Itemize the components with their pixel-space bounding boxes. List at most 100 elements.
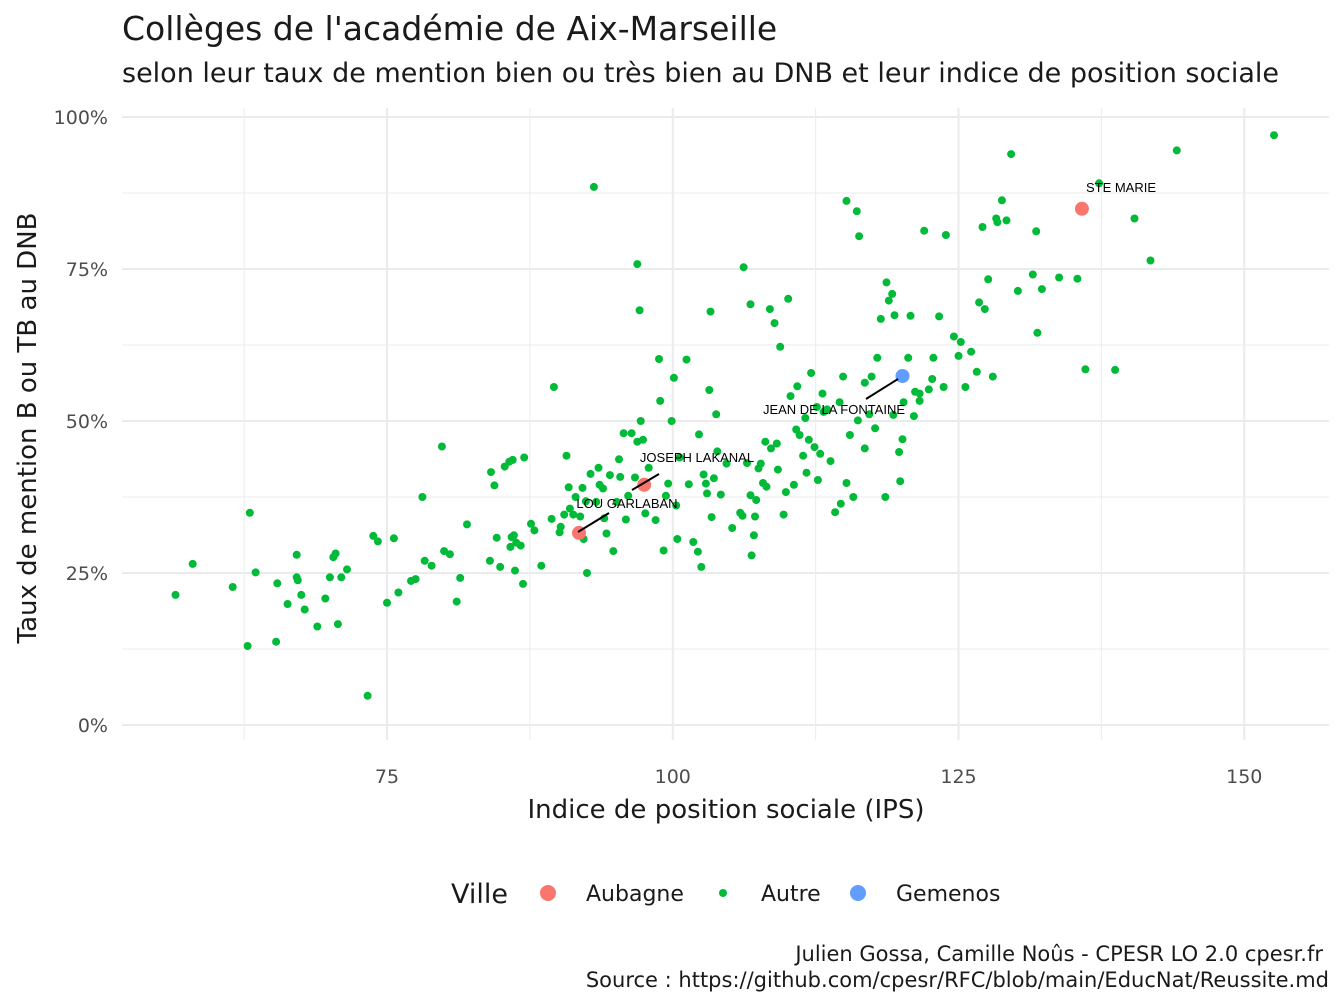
data-point-autre — [411, 575, 420, 584]
data-point-autre — [770, 319, 779, 328]
data-point-autre — [508, 455, 517, 464]
x-axis-title: Indice de position sociale (IPS) — [528, 795, 925, 825]
data-point-autre — [993, 218, 1002, 227]
data-point-autre — [511, 566, 519, 575]
data-point-autre — [882, 278, 891, 287]
data-point-autre — [272, 637, 281, 646]
data-point-autre — [583, 569, 591, 577]
annotation-leader-line — [631, 473, 660, 491]
data-point-autre — [562, 451, 571, 460]
data-point-autre — [712, 410, 721, 419]
data-point-autre — [906, 311, 915, 320]
data-point-autre — [743, 459, 751, 467]
data-point-autre — [802, 468, 811, 477]
data-point-autre — [842, 479, 851, 487]
legend-key-gemenos — [850, 885, 866, 901]
data-point-autre — [1111, 365, 1120, 374]
data-point-autre — [463, 520, 471, 529]
data-point-autre — [915, 389, 924, 398]
data-point-autre — [915, 396, 924, 405]
data-point-autre — [747, 551, 756, 560]
data-point-autre — [751, 512, 759, 521]
data-point-autre — [592, 497, 601, 506]
data-point-autre — [602, 529, 611, 538]
data-point-autre — [956, 338, 965, 346]
data-point-autre — [188, 559, 197, 568]
data-point-autre — [283, 600, 292, 608]
legend-title: Ville — [451, 879, 508, 910]
data-point-autre — [722, 459, 731, 468]
data-point-autre — [713, 447, 722, 456]
data-point-autre — [954, 351, 963, 360]
data-point-autre — [586, 469, 595, 478]
data-point-autre — [594, 463, 603, 472]
data-point-autre — [452, 597, 461, 606]
data-point-autre — [664, 479, 673, 488]
legend-label-autre: Autre — [761, 882, 821, 907]
data-point-autre — [812, 403, 821, 411]
data-point-autre — [527, 519, 535, 528]
data-point-aubagne — [1074, 201, 1089, 216]
annotation-label: JEAN DE LA FONTAINE — [763, 402, 905, 417]
data-point-autre — [752, 496, 761, 504]
data-point-autre — [786, 392, 795, 401]
data-point-autre — [509, 531, 518, 540]
legend-key-autre — [719, 889, 727, 897]
data-point-autre — [876, 314, 885, 323]
data-point-autre — [496, 562, 505, 571]
y-axis: 0% 25% 50% 75% 100% — [54, 107, 108, 737]
data-point-autre — [813, 476, 822, 484]
annotation-label: STE MARIE — [1086, 180, 1156, 195]
data-point-autre — [1146, 256, 1155, 265]
data-point-autre — [941, 231, 950, 239]
data-point-autre — [331, 549, 340, 558]
data-point-autre — [928, 375, 937, 383]
data-point-autre — [667, 417, 676, 425]
data-point-autre — [171, 590, 180, 599]
data-point-autre — [373, 537, 382, 546]
data-point-autre — [569, 510, 578, 519]
data-point-autre — [636, 417, 645, 425]
y-tick-label: 75% — [66, 259, 108, 281]
data-point-autre — [779, 510, 788, 519]
data-point-autre — [804, 435, 813, 444]
data-point-autre — [565, 504, 574, 513]
y-tick-label: 100% — [54, 107, 108, 129]
data-point-autre — [609, 547, 618, 556]
data-point-autre — [1270, 131, 1278, 140]
data-point-autre — [297, 590, 306, 599]
data-point-autre — [842, 196, 851, 205]
data-point-autre — [661, 491, 670, 500]
data-point-autre — [1095, 179, 1104, 188]
data-point-autre — [849, 493, 858, 501]
data-point-autre — [655, 355, 663, 363]
data-point-autre — [273, 579, 282, 588]
annotation-leader-line — [577, 512, 610, 533]
data-point-autre — [656, 396, 665, 405]
data-point-autre — [243, 642, 252, 650]
data-point-autre — [997, 196, 1006, 205]
grid — [122, 108, 1329, 740]
data-point-autre — [321, 594, 330, 603]
data-point-autre — [1081, 365, 1090, 374]
data-point-autre — [245, 508, 254, 517]
legend-label-aubagne: Aubagne — [586, 882, 684, 907]
data-point-autre — [669, 373, 678, 382]
data-point-autre — [756, 459, 765, 468]
data-point-autre — [980, 305, 989, 314]
legend-key-aubagne — [540, 885, 556, 901]
data-point-autre — [781, 488, 790, 497]
data-point-autre — [389, 534, 398, 543]
data-point-autre — [697, 562, 706, 571]
data-point-autre — [427, 561, 436, 570]
data-point-autre — [890, 311, 899, 320]
data-point-autre — [659, 546, 668, 555]
data-point-autre — [589, 182, 598, 191]
data-point-autre — [761, 437, 770, 446]
data-point-autre — [1013, 286, 1022, 295]
data-point-autre — [383, 598, 391, 607]
data-point-autre — [816, 449, 825, 458]
data-point-autre — [853, 416, 862, 425]
data-point-autre — [810, 443, 819, 452]
data-point-autre — [581, 497, 590, 506]
